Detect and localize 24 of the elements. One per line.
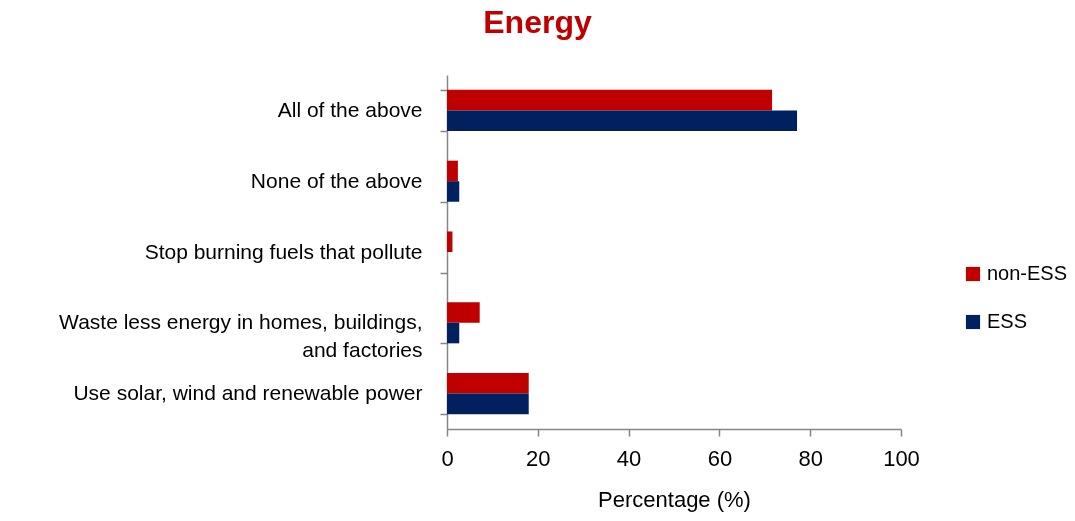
- bar: [447, 110, 798, 131]
- y-tick-label: Stop burning fuels that pollute: [144, 239, 423, 263]
- x-tick-label: 40: [616, 445, 642, 471]
- legend-label: ESS: [987, 310, 1028, 332]
- x-tick-label: 0: [441, 445, 454, 471]
- bar: [447, 393, 529, 415]
- bar: [447, 181, 460, 202]
- bar: [447, 373, 529, 394]
- x-tick-label: 20: [526, 445, 551, 471]
- x-tick-label: 60: [707, 445, 733, 471]
- legend-label: non-ESS: [987, 262, 1068, 284]
- bar: [447, 302, 480, 323]
- y-tick-label: Use solar, wind and renewable power: [73, 381, 423, 405]
- x-tick-label: 100: [883, 445, 920, 471]
- y-tick-label: Waste less energy in homes, buildings, and factories: [59, 310, 423, 362]
- chart-title: Energy: [483, 4, 592, 40]
- y-tick-label: All of the above: [277, 97, 423, 121]
- bar: [447, 231, 453, 252]
- bar: [447, 160, 458, 182]
- bar: [447, 322, 460, 344]
- x-axis-title: Percentage (%): [598, 486, 751, 512]
- x-tick-label: 80: [798, 445, 823, 471]
- y-tick-label: None of the above: [250, 168, 423, 192]
- bar: [447, 89, 773, 111]
